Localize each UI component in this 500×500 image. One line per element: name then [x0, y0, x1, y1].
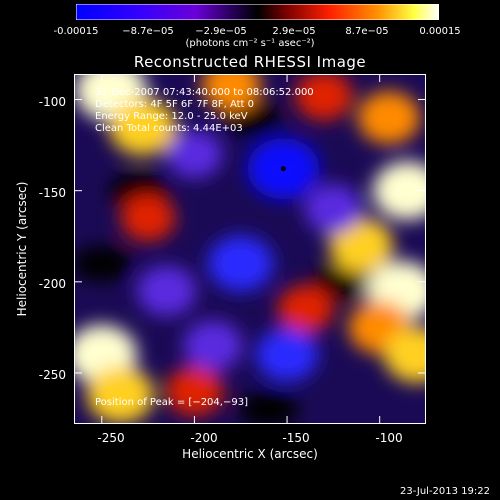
heatmap-positive-blob — [201, 74, 262, 111]
colorbar-tick: −8.7e−05 — [122, 26, 174, 37]
x-tick-label: -100 — [375, 431, 403, 445]
heatmap-dark-region — [312, 263, 373, 300]
heatmap-negative-blob — [183, 320, 243, 371]
y-tick-label: -200 — [38, 277, 66, 291]
x-tick-label: -250 — [97, 431, 125, 445]
colorbar-tick: 2.9e−05 — [272, 26, 316, 37]
heatmap-positive-blob — [108, 98, 177, 156]
annotation-energy: Energy Range: 12.0 - 25.0 keV — [95, 111, 248, 122]
heatmap-positive-blob — [383, 326, 426, 383]
y-tick-label: -100 — [38, 95, 66, 109]
colorbar — [76, 4, 439, 20]
colorbar-units: (photons cm⁻² s⁻¹ asec⁻²) — [185, 38, 315, 49]
annotation-peak-position: Position of Peak = [−204,−93] — [95, 397, 248, 408]
heatmap-positive-blob — [120, 194, 176, 242]
minimum-dot — [280, 166, 286, 172]
y-axis-label: Heliocentric Y (arcsec) — [15, 181, 29, 317]
colorbar-tick: 0.00015 — [419, 26, 461, 37]
heatmap-positive-blob — [277, 285, 334, 333]
heatmap-dark-region — [238, 391, 299, 424]
plot-frame — [74, 74, 426, 424]
heatmap-positive-blob — [165, 366, 224, 416]
colorbar-tick: −2.9e−05 — [195, 26, 247, 37]
heatmap-positive-blob — [86, 366, 154, 424]
heatmap-plot — [74, 74, 426, 424]
heatmap-negative-blob — [304, 184, 363, 234]
heatmap-negative-blob — [255, 328, 319, 382]
colorbar-tick: -0.00015 — [53, 26, 99, 37]
x-tick-label: -150 — [282, 431, 310, 445]
y-tick-label: -250 — [38, 368, 66, 382]
annotation-clean: Clean Total counts: 4.44E+03 — [95, 123, 243, 134]
heatmap-negative-blob — [166, 130, 223, 179]
colorbar-tick: 8.7e−05 — [345, 26, 389, 37]
chart-title: Reconstructed RHESSI Image — [133, 53, 367, 71]
heatmap-dark-region — [74, 245, 132, 282]
annotation-time-range: 31-Dec-2007 07:43:40.000 to 08:06:52.000 — [95, 87, 314, 98]
heatmap-negative-blob — [137, 265, 197, 317]
y-tick-label: -150 — [38, 186, 66, 200]
heatmap-positive-blob — [329, 218, 394, 273]
heatmap-positive-blob — [357, 91, 421, 145]
heatmap-positive-blob — [295, 74, 353, 121]
footer-date: 23-Jul-2013 19:22 — [399, 486, 490, 497]
heatmap-negative-blob — [207, 235, 274, 292]
heatmap-positive-blob — [373, 161, 426, 220]
x-tick-label: -200 — [190, 431, 218, 445]
x-axis-label: Heliocentric X (arcsec) — [182, 447, 318, 461]
annotation-detectors: Detectors: 4F 5F 6F 7F 8F, Att 0 — [95, 99, 255, 110]
